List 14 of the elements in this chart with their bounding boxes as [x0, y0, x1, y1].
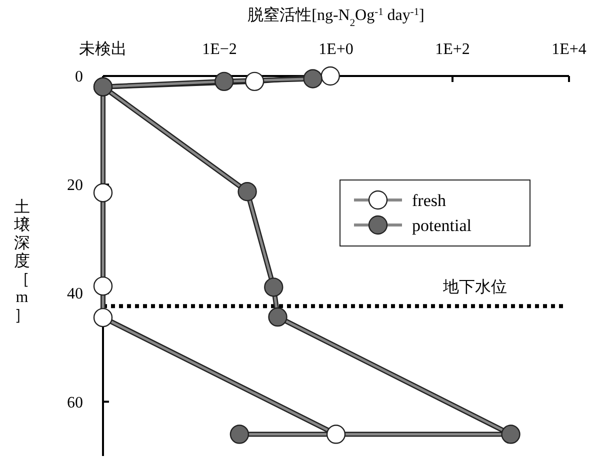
x-tick-label: 1E+4 [552, 41, 586, 58]
legend-label: potential [412, 216, 472, 235]
x-tick-label: 1E−2 [202, 41, 237, 58]
y-tick-label: 60 [67, 394, 83, 412]
y-axis-title: 土壌深度［m］ [13, 198, 30, 324]
x-tick-label: 未検出 [79, 40, 127, 58]
x-tick-label: 1E+0 [318, 41, 354, 58]
y-tick-label: 20 [67, 177, 83, 194]
ref-line-label: 地下水位 [442, 278, 507, 296]
x-tick-label: 1E+2 [435, 41, 470, 58]
y-tick-label: 0 [75, 68, 83, 86]
legend-label: fresh [412, 190, 446, 210]
x-axis-title: 脱窒活性[ng-N$_{2}$Og$^{-1}$ day$^{-1}$] [248, 6, 424, 28]
y-tick-label: 40 [67, 286, 83, 303]
